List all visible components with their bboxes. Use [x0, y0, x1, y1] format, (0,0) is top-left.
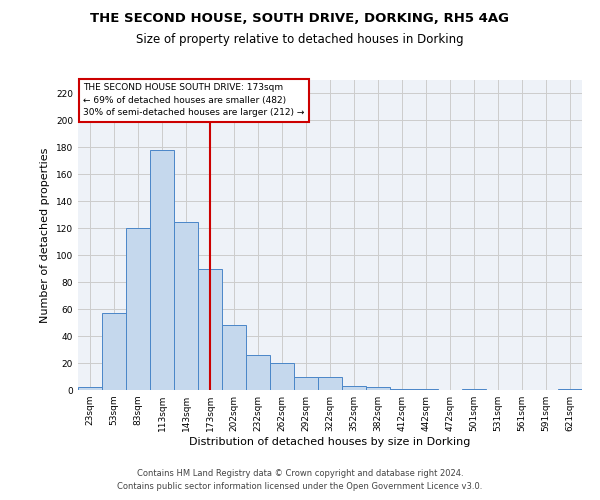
Text: Contains HM Land Registry data © Crown copyright and database right 2024.: Contains HM Land Registry data © Crown c… — [137, 468, 463, 477]
Text: THE SECOND HOUSE, SOUTH DRIVE, DORKING, RH5 4AG: THE SECOND HOUSE, SOUTH DRIVE, DORKING, … — [91, 12, 509, 26]
Bar — [150, 150, 174, 390]
Bar — [126, 228, 150, 390]
X-axis label: Distribution of detached houses by size in Dorking: Distribution of detached houses by size … — [190, 437, 470, 447]
Bar — [318, 376, 342, 390]
Bar — [366, 388, 390, 390]
Bar — [78, 388, 102, 390]
Bar — [390, 388, 414, 390]
Bar — [102, 313, 126, 390]
Text: THE SECOND HOUSE SOUTH DRIVE: 173sqm
← 69% of detached houses are smaller (482)
: THE SECOND HOUSE SOUTH DRIVE: 173sqm ← 6… — [83, 83, 304, 117]
Y-axis label: Number of detached properties: Number of detached properties — [40, 148, 50, 322]
Bar — [270, 363, 294, 390]
Bar — [294, 376, 318, 390]
Text: Contains public sector information licensed under the Open Government Licence v3: Contains public sector information licen… — [118, 482, 482, 491]
Bar — [414, 388, 438, 390]
Bar — [342, 386, 366, 390]
Bar — [222, 326, 246, 390]
Bar — [558, 388, 582, 390]
Bar — [246, 355, 270, 390]
Bar — [198, 268, 222, 390]
Bar — [462, 388, 486, 390]
Text: Size of property relative to detached houses in Dorking: Size of property relative to detached ho… — [136, 32, 464, 46]
Bar — [174, 222, 198, 390]
